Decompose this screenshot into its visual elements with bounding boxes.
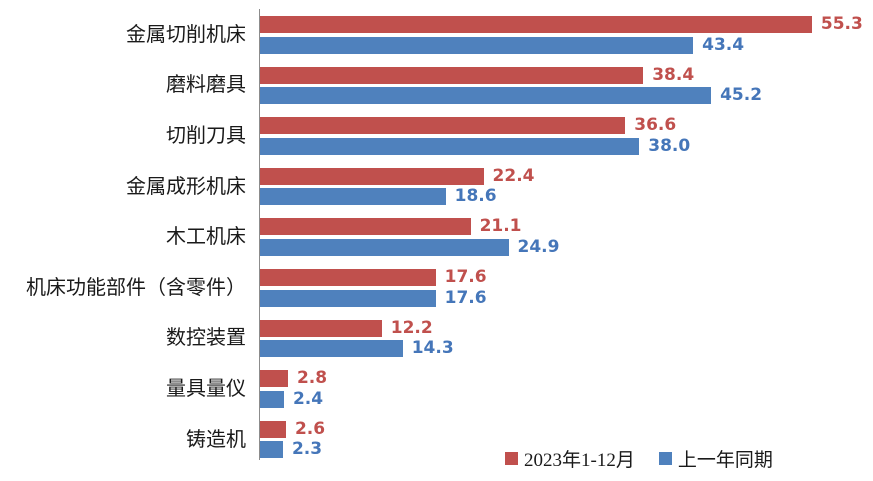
- legend-entry-current: 2023年1-12月: [505, 445, 635, 472]
- bar-current-period: [260, 167, 484, 185]
- value-label: 36.6: [634, 115, 677, 136]
- category-label: 金属切削机床: [126, 23, 246, 46]
- value-label: 12.2: [390, 317, 433, 338]
- value-label: 2.8: [296, 368, 328, 389]
- category-label: 切削刀具: [166, 124, 246, 147]
- bar-current-period: [260, 370, 288, 388]
- value-label: 43.4: [702, 34, 745, 55]
- value-label: 2.6: [294, 418, 326, 439]
- bar-current-period: [260, 420, 286, 438]
- legend-swatch-previous-period-icon: [658, 452, 672, 465]
- category-label: 量具量仪: [166, 377, 246, 400]
- bar-current-period: [260, 218, 471, 236]
- category-axis-line: [259, 9, 260, 460]
- bar-previous-period: [260, 36, 694, 54]
- bar-current-period: [260, 16, 812, 33]
- bar-current-period: [260, 319, 382, 337]
- value-label: 21.1: [479, 216, 522, 237]
- bar-previous-period: [260, 87, 712, 105]
- bar-previous-period: [260, 441, 283, 459]
- value-label: 14.3: [411, 338, 454, 359]
- bar-previous-period: [260, 137, 640, 155]
- value-label: 17.6: [444, 267, 487, 287]
- value-label: 38.0: [648, 135, 691, 156]
- value-label: 18.6: [454, 186, 497, 207]
- bar-previous-period: [260, 390, 284, 408]
- bar-previous-period: [260, 238, 509, 256]
- category-label: 机床功能部件（含零件）: [26, 276, 246, 299]
- category-label: 金属成形机床: [126, 175, 246, 198]
- value-label: 55.3: [820, 14, 863, 34]
- bar-current-period: [260, 269, 436, 286]
- value-label: 38.4: [652, 64, 695, 85]
- bar-current-period: [260, 117, 626, 135]
- legend-label-current-period: 2023年1-12月: [524, 450, 635, 471]
- legend-swatch-current-period-icon: [505, 452, 518, 465]
- legend-label-previous-period: 上一年同期: [677, 450, 773, 471]
- value-label: 24.9: [517, 236, 560, 257]
- category-label: 磨料磨具: [166, 74, 246, 97]
- value-label: 2.4: [292, 388, 324, 409]
- value-label: 17.6: [444, 287, 487, 308]
- value-label: 2.3: [291, 439, 323, 460]
- category-label: 数控装置: [166, 327, 246, 350]
- bar-current-period: [260, 66, 644, 84]
- legend-entry-previous: 上一年同期: [658, 445, 773, 472]
- category-label: 木工机床: [166, 226, 246, 249]
- value-label: 45.2: [720, 85, 763, 106]
- bar-previous-period: [260, 188, 446, 206]
- value-label: 22.4: [492, 165, 535, 186]
- legend: 2023年1-12月 上一年同期: [505, 445, 773, 472]
- category-label: 铸造机: [186, 428, 246, 451]
- bar-previous-period: [260, 289, 436, 307]
- bar-previous-period: [260, 340, 403, 358]
